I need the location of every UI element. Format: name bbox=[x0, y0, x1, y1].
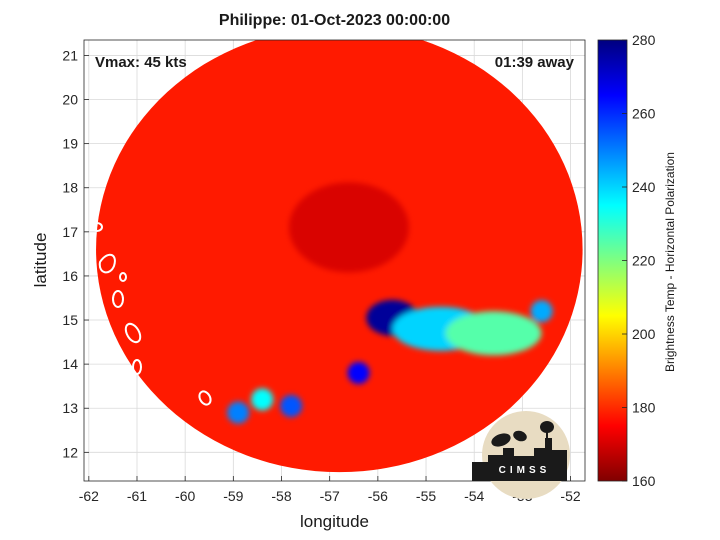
swath bbox=[96, 40, 583, 473]
x-tick-label: -52 bbox=[560, 488, 580, 504]
eye-region bbox=[288, 182, 409, 273]
logo-text: CIMSS bbox=[498, 465, 551, 476]
colorbar-tick-label: 200 bbox=[632, 326, 656, 342]
x-tick-label: -55 bbox=[416, 488, 436, 504]
y-tick-label: 14 bbox=[62, 356, 78, 372]
chart-title: Philippe: 01-Oct-2023 00:00:00 bbox=[218, 12, 451, 29]
x-tick-label: -57 bbox=[320, 488, 340, 504]
x-tick-label: -60 bbox=[175, 488, 195, 504]
island-contour bbox=[122, 390, 130, 402]
cimss-logo bbox=[472, 411, 570, 499]
y-tick-label: 16 bbox=[62, 268, 78, 284]
y-axis-ticks: 12 13 14 15 16 17 18 19 20 21 bbox=[62, 47, 89, 460]
logo-silhouette bbox=[472, 438, 567, 481]
island-contour bbox=[198, 390, 212, 406]
colorbar-tick-label: 260 bbox=[632, 106, 656, 122]
x-axis-ticks: -62-61-60-59-58-57-56-55-54-53-52 bbox=[79, 476, 581, 504]
logo-tank-icon bbox=[540, 421, 554, 433]
island-contour bbox=[91, 222, 103, 232]
y-tick-label: 12 bbox=[62, 444, 78, 460]
x-tick-label: -56 bbox=[368, 488, 388, 504]
island-contour bbox=[112, 290, 124, 308]
plot-frame bbox=[83, 39, 586, 482]
island-contour bbox=[119, 272, 127, 282]
cell-feature bbox=[347, 361, 370, 384]
island-contour bbox=[98, 439, 108, 451]
colorbar-tick-label: 160 bbox=[632, 473, 656, 489]
y-tick-label: 17 bbox=[62, 224, 78, 240]
colorbar-ticks: 160 180 200 220 240 260 280 bbox=[622, 32, 656, 489]
cell-feature bbox=[280, 395, 303, 418]
x-tick-label: -58 bbox=[271, 488, 291, 504]
y-tick-label: 15 bbox=[62, 312, 78, 328]
land-contours bbox=[91, 197, 212, 451]
y-tick-label: 19 bbox=[62, 136, 78, 152]
x-tick-label: -54 bbox=[464, 488, 484, 504]
cell-feature bbox=[251, 388, 274, 411]
cell-feature bbox=[227, 401, 250, 424]
swath-features bbox=[227, 182, 553, 424]
island-contour bbox=[98, 253, 116, 274]
logo-tower-icon bbox=[546, 428, 548, 442]
colorbar-tick-label: 240 bbox=[632, 179, 656, 195]
colorbar-label: Brightness Temp - Horizontal Polarizatio… bbox=[663, 152, 677, 372]
colorbar-tick-label: 180 bbox=[632, 400, 656, 416]
logo-dish-icon bbox=[513, 430, 527, 442]
x-tick-label: -59 bbox=[223, 488, 243, 504]
island-contour bbox=[124, 322, 142, 344]
colorbar-tick-label: 220 bbox=[632, 253, 656, 269]
island-contour bbox=[91, 197, 101, 209]
y-tick-label: 20 bbox=[62, 92, 78, 108]
vmax-annotation: Vmax: 45 kts bbox=[95, 54, 187, 71]
x-tick-label: -62 bbox=[79, 488, 99, 504]
logo-dish-icon bbox=[491, 433, 511, 447]
y-tick-label: 21 bbox=[62, 47, 78, 63]
x-axis-label: longitude bbox=[299, 512, 369, 531]
y-tick-label: 13 bbox=[62, 400, 78, 416]
island-contour bbox=[132, 359, 142, 375]
time-away-annotation: 01:39 away bbox=[494, 54, 574, 71]
y-tick-label: 18 bbox=[62, 180, 78, 196]
colorbar-tick-label: 280 bbox=[632, 32, 656, 48]
y-axis-label: latitude bbox=[31, 232, 50, 288]
x-tick-label: -61 bbox=[127, 488, 147, 504]
cell-feature bbox=[530, 300, 553, 323]
band-feature bbox=[445, 311, 542, 356]
